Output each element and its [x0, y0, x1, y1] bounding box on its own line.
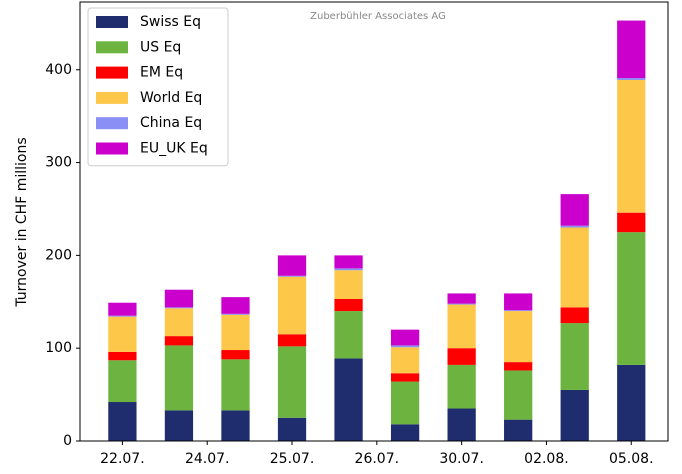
bar-segment — [390, 424, 420, 441]
bar-segment — [164, 308, 194, 337]
bar-segment — [560, 323, 589, 390]
bar-segment — [334, 298, 363, 312]
bar-segment — [108, 316, 137, 352]
bar-segment — [164, 345, 194, 411]
bar-segment — [447, 303, 476, 305]
bar-segment — [390, 345, 420, 348]
bar-segment — [334, 270, 363, 299]
bar-segment — [390, 347, 420, 374]
bar-segment — [560, 389, 589, 441]
bar-segment — [617, 79, 646, 213]
bar-segment — [447, 408, 476, 441]
bar-segment — [221, 297, 250, 314]
legend-swatch — [96, 41, 128, 54]
bar-segment — [108, 351, 137, 361]
bar-segment — [447, 364, 476, 409]
bar-segment — [560, 194, 589, 226]
legend-label: China Eq — [140, 115, 202, 131]
x-tick-label: 30.07. — [439, 451, 484, 467]
bar-segment — [277, 275, 307, 277]
bar-segment — [617, 78, 646, 80]
legend-swatch — [96, 142, 128, 155]
y-axis-label: Turnover in CHF millions — [14, 137, 30, 307]
bar-segment — [277, 417, 307, 441]
bar-segment — [221, 313, 250, 315]
y-tick-label: 200 — [45, 247, 72, 263]
bar-segment — [390, 329, 420, 346]
bar-segment — [164, 336, 194, 346]
x-tick-label: 24.07. — [185, 451, 230, 467]
bar-segment — [108, 360, 137, 403]
bar-segment — [221, 350, 250, 360]
bar-segment — [560, 307, 589, 324]
bar-segment — [334, 255, 363, 269]
x-tick-label: 05.08. — [609, 451, 654, 467]
bar-segment — [277, 346, 307, 418]
bar-segment — [617, 364, 646, 441]
bar-segment — [504, 311, 533, 363]
bar-segment — [617, 212, 646, 233]
bar-segment — [334, 358, 363, 441]
bar-segment — [108, 302, 137, 316]
bar-segment — [617, 20, 646, 79]
bar-segment — [447, 348, 476, 365]
bar-segment — [504, 362, 533, 371]
x-tick-label: 26.07. — [355, 451, 400, 467]
bar-segment — [447, 304, 476, 349]
bar-segment — [560, 227, 589, 308]
y-tick-label: 100 — [45, 340, 72, 356]
x-tick-label: 25.07. — [270, 451, 315, 467]
legend-swatch — [96, 117, 128, 130]
bar-segment — [504, 370, 533, 420]
bar-segment — [504, 419, 533, 441]
legend-label: Swiss Eq — [140, 14, 201, 30]
bar-segment — [108, 315, 137, 317]
bar-segment — [447, 293, 476, 304]
bar-segment — [164, 410, 194, 441]
legend-swatch — [96, 16, 128, 28]
bar-segment — [108, 402, 137, 441]
watermark: Zuberbühler Associates AG — [310, 11, 446, 22]
bar-segment — [221, 410, 250, 441]
bar-segment — [504, 310, 533, 312]
bar-segment — [164, 307, 194, 309]
y-tick-label: 400 — [45, 62, 72, 78]
x-tick-label: 02.08. — [524, 451, 569, 467]
y-tick-label: 0 — [63, 433, 72, 449]
bar-segment — [277, 276, 307, 335]
bar-segment — [277, 334, 307, 347]
legend-swatch — [96, 91, 128, 104]
bar-segment — [164, 289, 194, 308]
bar-segment — [277, 255, 307, 276]
bar-segment — [560, 225, 589, 228]
legend-label: US Eq — [140, 39, 181, 55]
legend-label: EU_UK Eq — [140, 141, 208, 157]
bar-segment — [390, 381, 420, 425]
legend-swatch — [96, 66, 128, 79]
bar-segment — [334, 311, 363, 359]
plot-frame — [79, 1, 669, 442]
bar-segment — [334, 268, 363, 271]
bar-segment — [390, 373, 420, 382]
bar-segment — [617, 232, 646, 365]
bar-segment — [221, 314, 250, 351]
x-tick-label: 22.07. — [100, 451, 145, 467]
y-tick-label: 300 — [45, 155, 72, 171]
bar-segment — [221, 359, 250, 411]
bar-segment — [504, 293, 533, 311]
legend-label: World Eq — [140, 90, 202, 106]
legend-label: EM Eq — [140, 65, 183, 81]
